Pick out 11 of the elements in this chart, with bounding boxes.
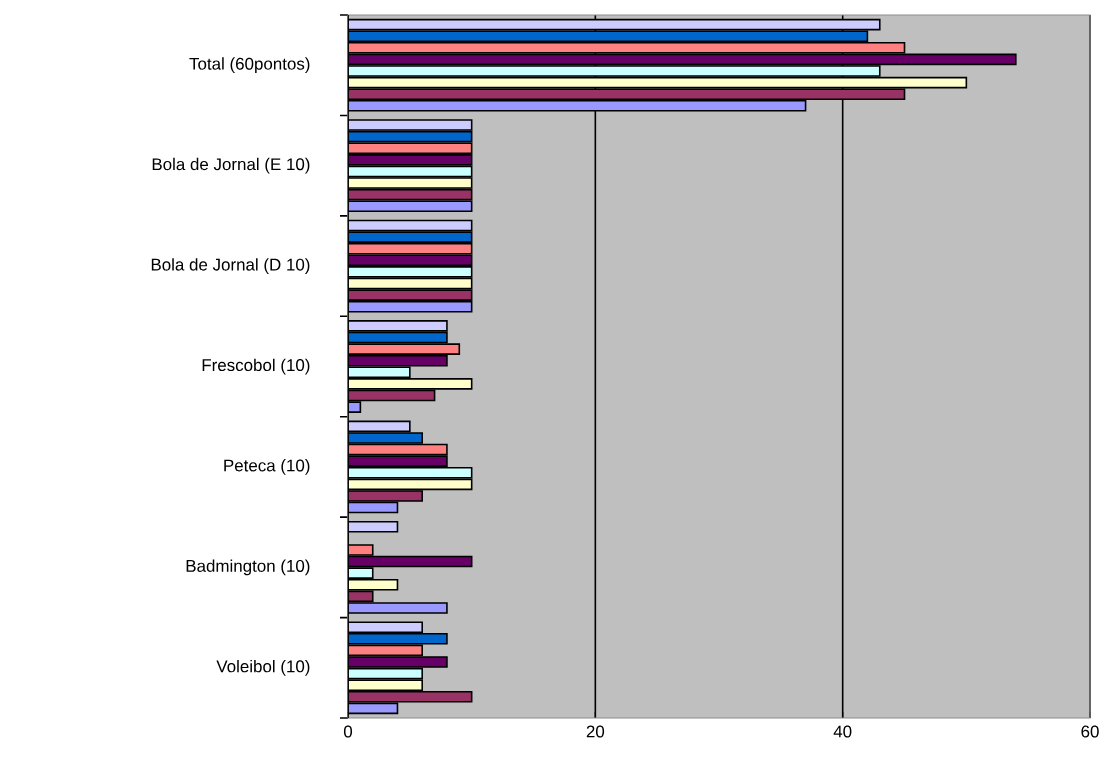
y-tick-label: Peteca (10) [224,459,310,475]
x-tick-label: 40 [833,725,852,738]
x-tick-label: 0 [343,725,353,738]
y-tick-label: Bola de Jornal (E 10) [152,157,310,174]
y-tick-label: Total (60pontos) [189,57,310,74]
x-tick-label: 60 [1081,725,1099,738]
y-tick-label: Bola de Jornal (D 10) [151,258,310,274]
y-tick-label: Voleibol (10) [216,659,310,676]
y-tick-label: Frescobol (10) [202,358,310,375]
y-tick-label: Badmington (10) [186,559,310,576]
x-tick-label: 20 [586,725,605,738]
